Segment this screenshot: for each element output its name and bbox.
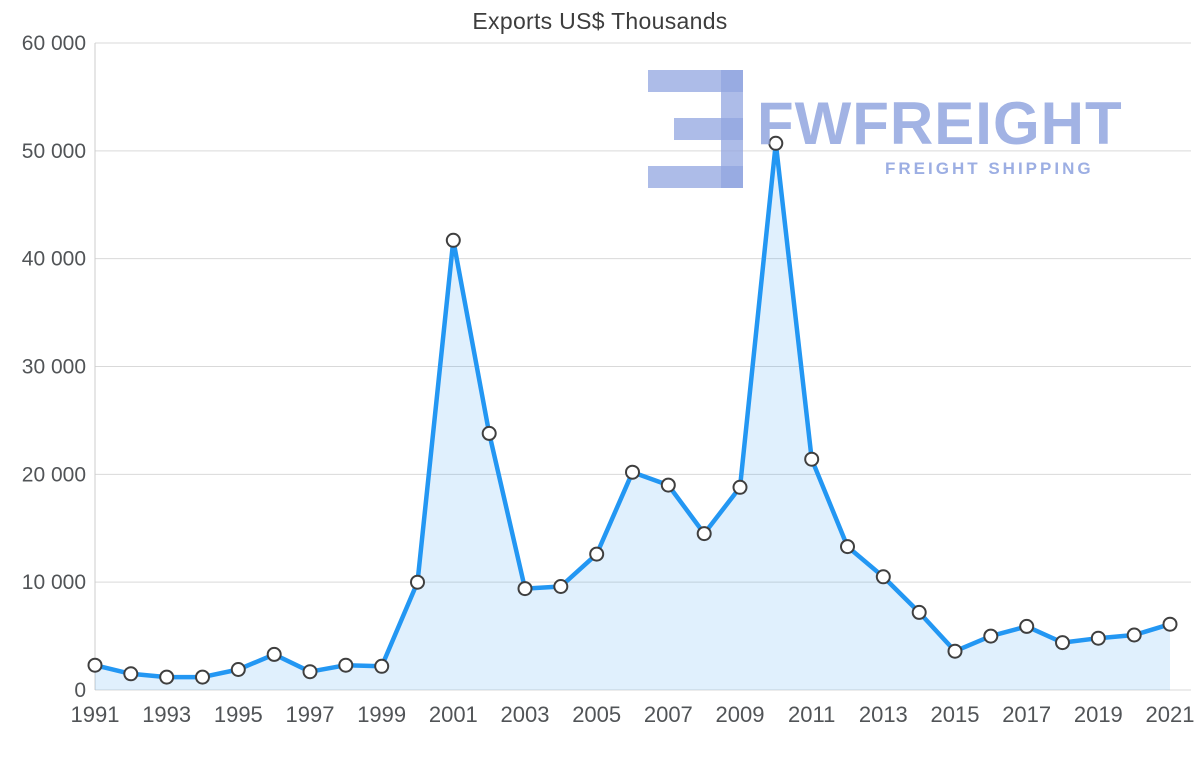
data-point-2021[interactable]	[1162, 616, 1178, 632]
x-axis-label: 2007	[644, 702, 693, 727]
data-point-2007[interactable]	[660, 477, 676, 493]
data-point-1992[interactable]	[123, 666, 139, 682]
data-point-2004[interactable]	[553, 579, 569, 594]
data-point-2000[interactable]	[410, 574, 425, 590]
data-point-2002[interactable]	[481, 425, 497, 441]
data-point-2003[interactable]	[517, 581, 533, 597]
x-axis-label: 2003	[501, 702, 550, 727]
y-axis-label: 60 000	[22, 32, 86, 55]
data-point-2016[interactable]	[983, 628, 999, 644]
x-axis-label: 2015	[931, 702, 980, 727]
x-axis-label: 1999	[357, 702, 406, 727]
data-point-2006[interactable]	[625, 464, 640, 480]
y-axis-label: 20 000	[22, 463, 86, 486]
x-axis-label: 1997	[286, 702, 335, 727]
x-axis-label: 1993	[142, 702, 191, 727]
x-axis-label: 2005	[572, 702, 621, 727]
data-point-1995[interactable]	[230, 662, 246, 677]
data-point-1994[interactable]	[195, 669, 210, 685]
x-axis-label: 2013	[859, 702, 908, 727]
y-axis-label: 50 000	[22, 140, 86, 163]
y-axis-label: 40 000	[22, 248, 86, 271]
data-point-1997[interactable]	[302, 664, 318, 680]
data-point-2013[interactable]	[875, 569, 891, 585]
x-axis-label: 2009	[716, 702, 765, 727]
data-point-2001[interactable]	[445, 232, 461, 248]
data-point-1991[interactable]	[87, 657, 103, 673]
data-point-2009[interactable]	[732, 479, 748, 495]
x-axis-label: 2001	[429, 702, 478, 727]
data-point-2010[interactable]	[768, 135, 784, 151]
data-point-2020[interactable]	[1126, 627, 1142, 643]
data-point-2008[interactable]	[696, 526, 712, 542]
x-axis-label: 2017	[1002, 702, 1051, 727]
x-axis-label: 2019	[1074, 702, 1123, 727]
data-point-2011[interactable]	[804, 451, 820, 467]
data-point-2017[interactable]	[1019, 618, 1035, 634]
chart-title: Exports US$ Thousands	[472, 8, 728, 34]
data-point-1996[interactable]	[266, 646, 282, 662]
x-axis-label: 2011	[788, 702, 835, 727]
data-point-1993[interactable]	[159, 669, 175, 685]
data-point-1999[interactable]	[374, 658, 390, 674]
data-point-1998[interactable]	[338, 657, 354, 673]
area-fill	[95, 143, 1170, 691]
x-axis-label: 2021	[1146, 702, 1195, 727]
data-point-2018[interactable]	[1055, 635, 1070, 651]
y-axis-label: 10 000	[22, 571, 86, 594]
data-point-2015[interactable]	[947, 643, 963, 659]
data-point-2019[interactable]	[1090, 630, 1106, 646]
data-point-2005[interactable]	[589, 546, 605, 562]
y-axis-label: 30 000	[22, 356, 86, 379]
y-axis-label: 0	[74, 679, 86, 702]
x-axis-label: 1991	[71, 702, 120, 727]
data-point-2012[interactable]	[840, 539, 855, 555]
x-axis-label: 1995	[214, 702, 263, 727]
data-point-2014[interactable]	[911, 604, 927, 620]
